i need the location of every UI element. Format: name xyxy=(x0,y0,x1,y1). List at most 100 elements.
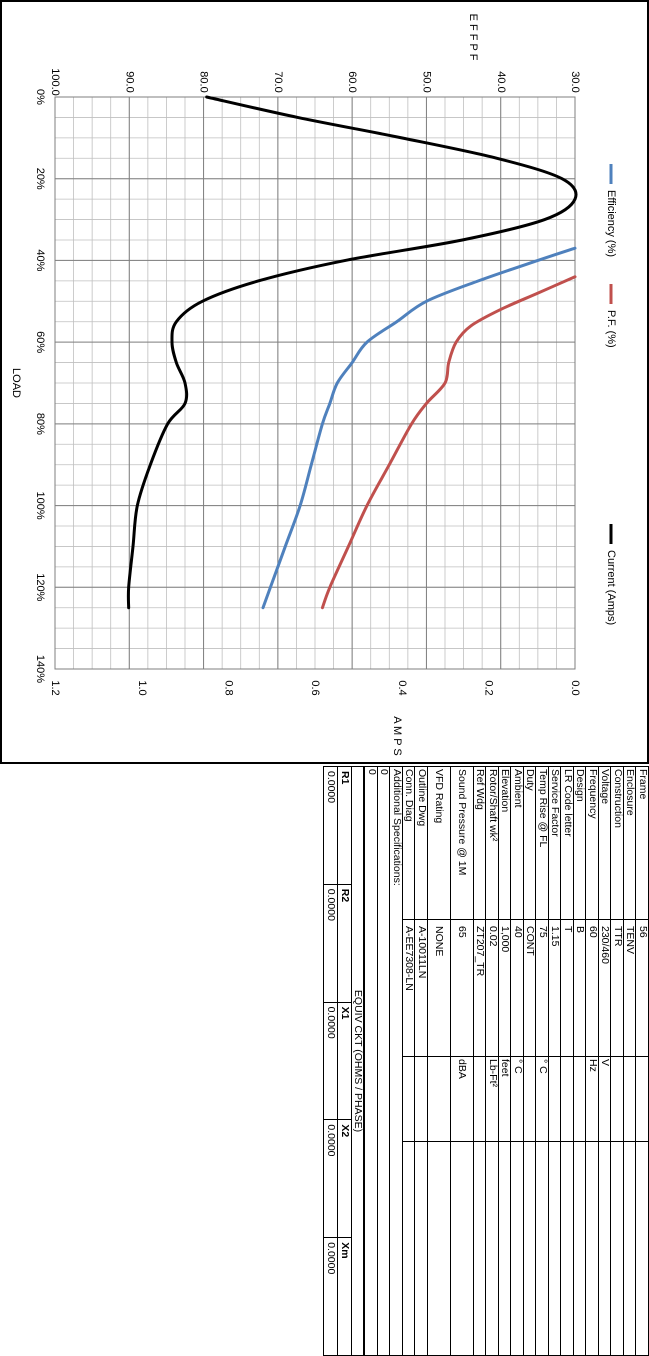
spec-row: Conn. Diag A-EE7308-LN xyxy=(402,766,415,1356)
spec-value: 75 xyxy=(536,919,549,1057)
additional-spec-row: 0 xyxy=(377,766,390,1356)
additional-spec-line: 0 xyxy=(377,766,390,1356)
spec-row: Ref Wdg ZT207_TR xyxy=(473,766,486,1356)
spec-row: Temp Rise @ FL 75 ° C xyxy=(536,766,549,1356)
efficiency-line xyxy=(261,246,577,610)
spec-blank-cell xyxy=(586,1141,599,1356)
spec-unit: Hz xyxy=(586,1056,599,1142)
spec-value: T xyxy=(561,919,574,1057)
spec-label: Temp Rise @ FL xyxy=(536,766,549,920)
spec-label: Service Factor xyxy=(548,766,561,920)
spec-value: A-10011LN xyxy=(415,919,428,1057)
y-right-tick-label: 0.0 xyxy=(569,680,581,695)
y-left-tick-label: 90.0 xyxy=(123,71,135,92)
spec-unit: ° C xyxy=(536,1056,549,1142)
additional-spec-row: 0 xyxy=(365,766,378,1356)
equiv-value-r1: 0.0000 xyxy=(323,766,338,885)
spec-row: Service Factor 1.15 xyxy=(548,766,561,1356)
spec-row: VFD Rating NONE xyxy=(427,766,451,1356)
y-left-tick-label: 80.0 xyxy=(198,71,210,92)
spec-blank-cell xyxy=(573,1141,586,1356)
spec-blank-cell xyxy=(561,1141,574,1356)
legend-label: Efficiency (%) xyxy=(605,190,617,257)
equiv-value-x2: 0.0000 xyxy=(323,1119,338,1238)
spec-blank-cell xyxy=(486,1141,499,1356)
additional-spec-line: 0 xyxy=(365,766,378,1356)
x-axis-title: LOAD xyxy=(10,368,22,398)
y-right-tick-label: 0.6 xyxy=(309,680,321,695)
performance-chart: 0% 20% 40% 60% 80% 100% 120% 140% 30.0 40.0 50.0 60… xyxy=(0,0,649,764)
spec-row: Elevation 1,000 feet xyxy=(498,766,511,1356)
legend-label: Current (Amps) xyxy=(605,550,617,625)
spec-unit: ° C xyxy=(511,1056,524,1142)
spec-value: ZT207_TR xyxy=(473,919,486,1057)
spec-row: Outline Dwg A-10011LN xyxy=(415,766,428,1356)
y-right-tick-label: 0.2 xyxy=(482,680,494,695)
spec-unit xyxy=(623,1056,636,1142)
spec-blank-cell xyxy=(511,1141,524,1356)
spec-label: Rotor/Shaft wk² xyxy=(486,766,499,920)
spec-unit: Lb-Ft² xyxy=(486,1056,499,1142)
spec-unit xyxy=(473,1056,486,1142)
spec-label: LR Code letter xyxy=(561,766,574,920)
x-tick-label: 40% xyxy=(34,249,46,271)
p-f-line xyxy=(320,275,577,610)
y-right-tick-label: 1.2 xyxy=(49,680,61,695)
x-tick-label: 0% xyxy=(34,89,46,105)
spec-blank-cell xyxy=(415,1141,428,1356)
spec-blank-cell xyxy=(548,1141,561,1356)
y-left-tick-label: 30.0 xyxy=(569,71,581,92)
spec-label: Ambient xyxy=(511,766,524,920)
y-right-tick-label: 0.4 xyxy=(396,680,408,695)
equiv-title: EQUIV CKT (OHMS / PHASE) xyxy=(351,766,364,1356)
spec-label: Frame xyxy=(636,766,649,920)
spec-blank-cell xyxy=(523,1141,536,1356)
spec-row: Sound Pressure @ 1M 65 dBA xyxy=(450,766,474,1356)
spec-blank-cell xyxy=(427,1141,451,1356)
spec-value: 0.02 xyxy=(486,919,499,1057)
spec-unit: V xyxy=(598,1056,611,1142)
spec-label: Elevation xyxy=(498,766,511,920)
x-tick-label: 20% xyxy=(34,168,46,190)
spec-value: NONE xyxy=(427,919,451,1057)
y-right-tick-label: 1.0 xyxy=(136,680,148,695)
spec-value: CONT xyxy=(523,919,536,1057)
plot-area-border xyxy=(54,96,576,670)
y-right-axis-title: A M P S xyxy=(391,716,403,756)
spec-blank-cell xyxy=(473,1141,486,1356)
x-tick-label: 100% xyxy=(34,492,46,520)
current-amps-line xyxy=(126,95,578,610)
spec-unit xyxy=(636,1056,649,1142)
spec-row: Rotor/Shaft wk² 0.02 Lb-Ft² xyxy=(486,766,499,1356)
spec-row: LR Code letter T xyxy=(561,766,574,1356)
spec-table: Frame 56 Enclosure TENV Construction TTR Volta… xyxy=(365,766,649,1356)
spec-value: 40 xyxy=(511,919,524,1057)
x-tick-label: 140% xyxy=(34,655,46,683)
spec-blank-cell xyxy=(598,1141,611,1356)
spec-blank-cell xyxy=(623,1141,636,1356)
spec-blank-cell xyxy=(402,1141,415,1356)
spec-row: Ambient 40 ° C xyxy=(511,766,524,1356)
x-tick-label: 120% xyxy=(34,573,46,601)
y-left-tick-label: 70.0 xyxy=(272,71,284,92)
spec-unit xyxy=(402,1056,415,1142)
spec-blank-cell xyxy=(498,1141,511,1356)
legend-label: P.F. (%) xyxy=(605,310,617,348)
spec-label: Construction xyxy=(611,766,624,920)
spec-row: Duty CONT xyxy=(523,766,536,1356)
spec-value: 60 xyxy=(586,919,599,1057)
spec-unit xyxy=(561,1056,574,1142)
x-tick-label: 80% xyxy=(34,413,46,435)
equiv-value-xm: 0.0000 xyxy=(323,1237,338,1356)
spec-blank-cell xyxy=(450,1141,474,1356)
spec-label: Duty xyxy=(523,766,536,920)
spec-row: Construction TTR xyxy=(611,766,624,1356)
equiv-header-xm: Xm xyxy=(337,1237,352,1356)
spec-value: TTR xyxy=(611,919,624,1057)
equiv-header-x1: X1 xyxy=(337,1002,352,1120)
spec-label: Sound Pressure @ 1M xyxy=(450,766,474,920)
spec-value: 65 xyxy=(450,919,474,1057)
equiv-header-r2: R2 xyxy=(337,884,352,1003)
y-left-axis-title: E F F P F xyxy=(467,14,479,61)
spec-blank-cell xyxy=(536,1141,549,1356)
